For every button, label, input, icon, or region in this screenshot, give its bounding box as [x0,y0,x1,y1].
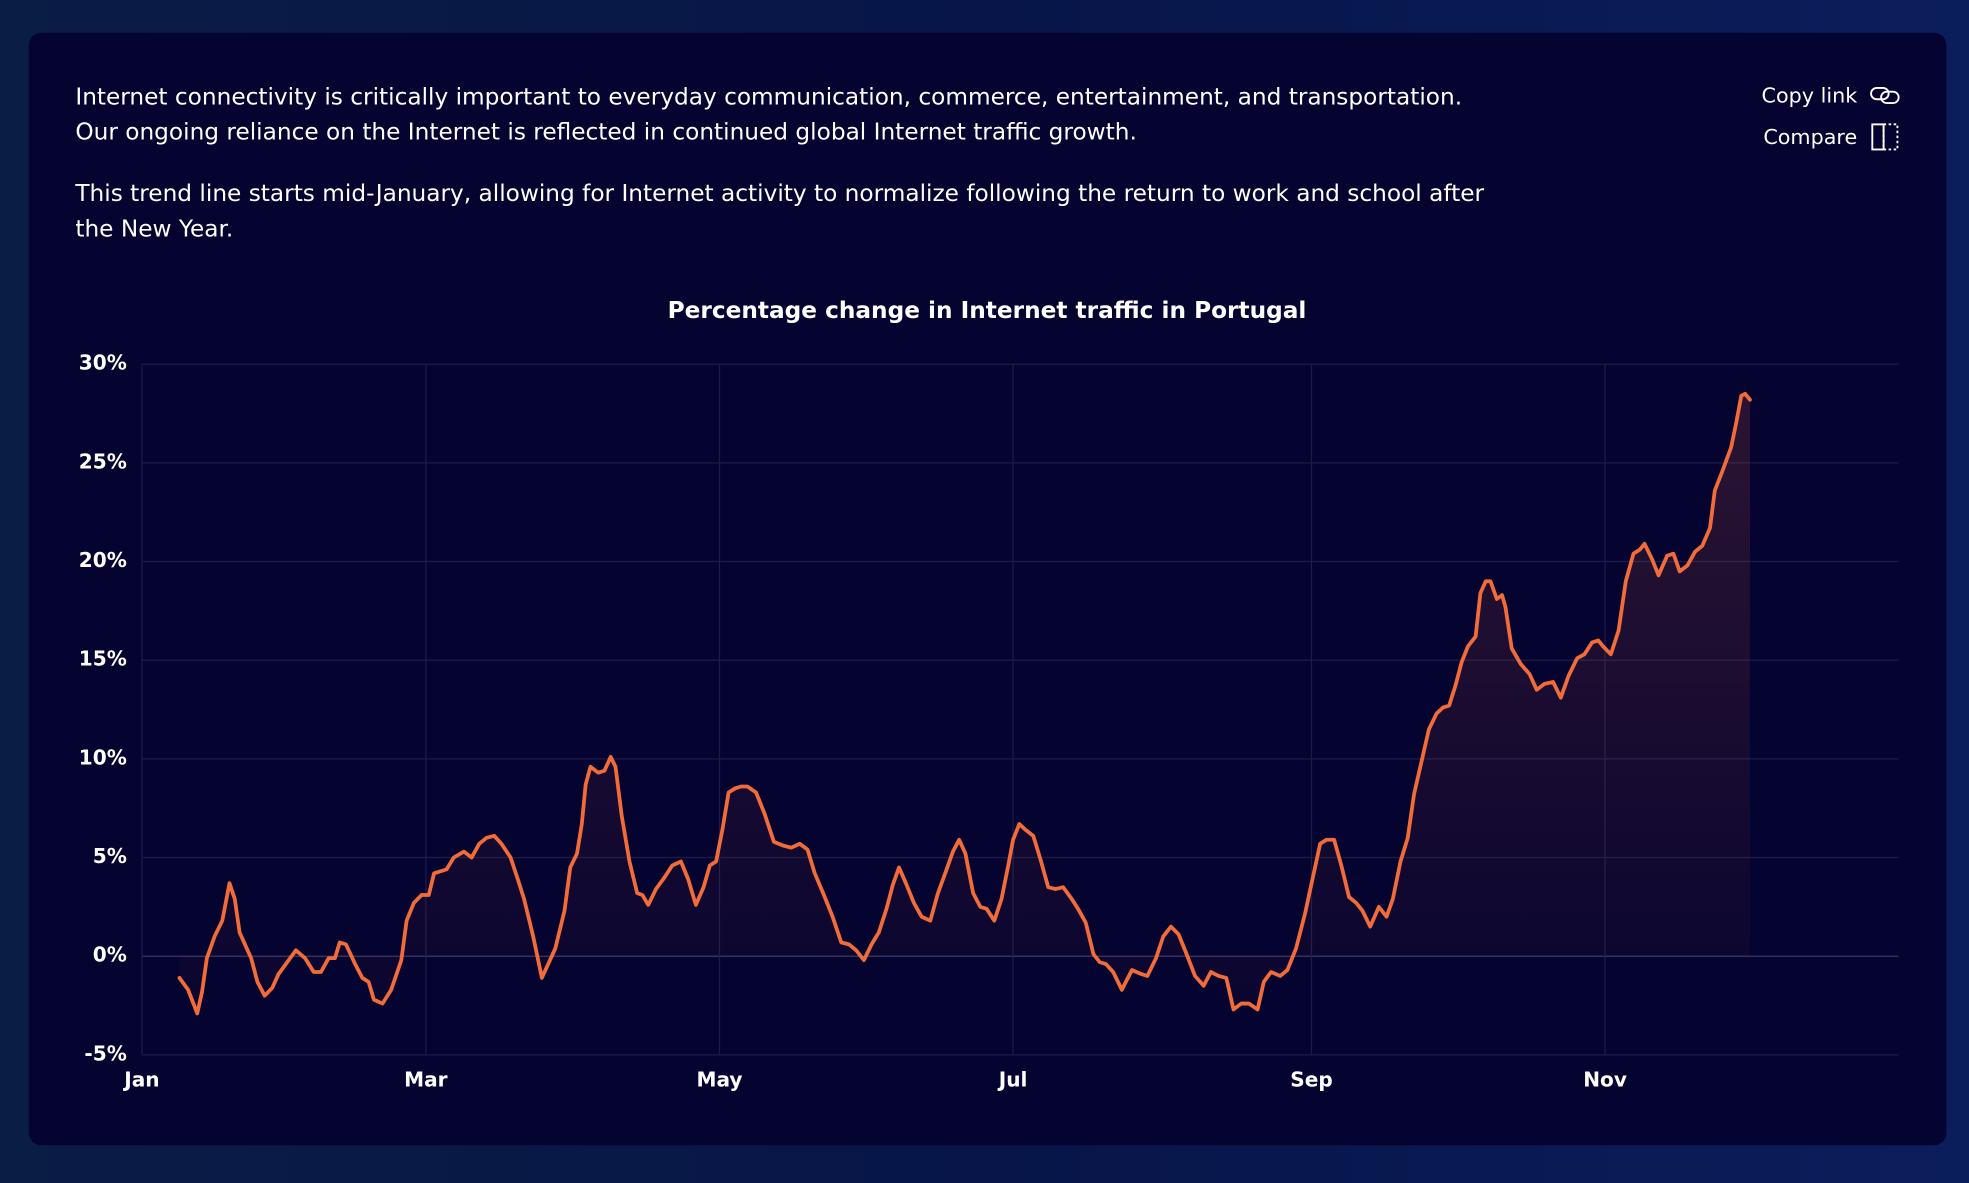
line-area [179,393,1750,1014]
copy-link-button[interactable]: Copy link [1762,84,1900,108]
intro-line: the New Year. [75,215,233,242]
series-line [177,391,1752,1016]
link-icon [1870,87,1900,104]
intro-line: Our ongoing reliance on the Internet is … [75,119,1137,146]
y-tick-label: 5% [93,844,127,868]
x-tick-label: Sep [1290,1068,1332,1092]
y-tick-label: 25% [79,449,127,473]
copy-link-label[interactable]: Copy link [1762,84,1858,108]
y-tick-label: 20% [79,548,127,572]
x-tick-label: Jan [122,1068,159,1092]
intro-line: This trend line starts mid-January, allo… [74,180,1484,207]
x-tick-label: Jul [997,1068,1028,1092]
compare-label[interactable]: Compare [1763,125,1857,149]
x-tick-label: Mar [404,1068,448,1092]
y-tick-label: 30% [79,351,127,375]
y-tick-label: 0% [93,943,127,967]
chart-title: Percentage change in Internet traffic in… [668,297,1307,324]
compare-button[interactable]: Compare [1763,123,1899,151]
y-tick-label: 15% [79,647,127,671]
x-tick-label: Nov [1583,1068,1627,1092]
compare-icon [1871,123,1899,151]
y-tick-label: 10% [79,745,127,769]
x-tick-label: May [696,1068,742,1092]
intro-line: Internet connectivity is critically impo… [75,83,1462,110]
y-tick-label: -5% [84,1041,126,1065]
